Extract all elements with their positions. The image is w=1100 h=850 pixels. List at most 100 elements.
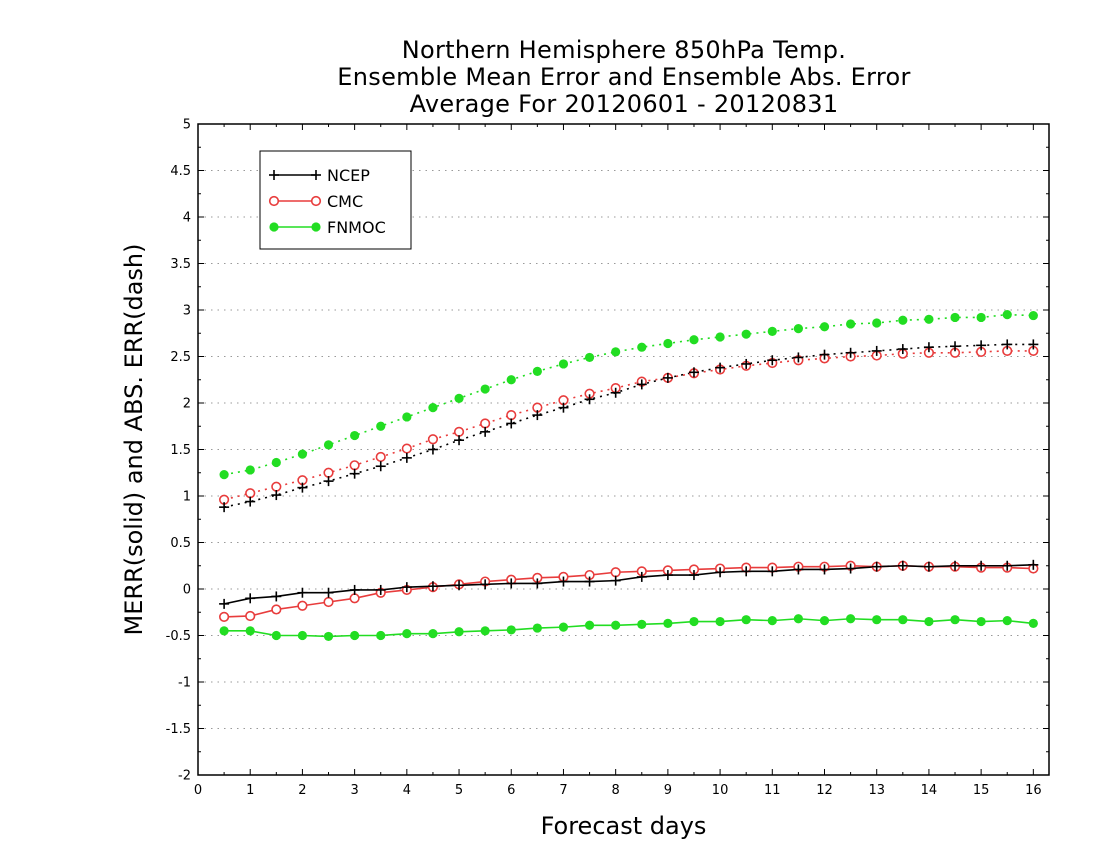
y-tick-label: 4.5 [170,164,191,179]
cmc-abs-err-point [453,426,465,437]
y-tick-label: -1 [178,676,191,691]
y-axis-label: MERR(solid) and ABS. ERR(dash) [120,244,148,636]
ncep-merr-point [323,587,334,598]
cmc-abs-err-point [375,451,386,463]
x-axis-ticks: 0 1 2 3 4 5 6 7 8 9 10 11 12 13 14 15 16 [194,124,1042,798]
legend-marker-ncep [311,170,321,180]
x-tick-label: 14 [921,783,938,798]
fnmoc-abs-err-point [402,412,412,422]
ncep-merr-point [584,576,595,587]
ncep-abs-err-point [767,355,778,366]
fnmoc-merr-point [637,619,647,629]
fnmoc-merr-point [323,631,334,642]
fnmoc-merr-point [663,618,673,629]
ncep-merr-point [871,561,882,572]
legend-marker-fnmoc [269,222,279,232]
ncep-merr-point [610,575,621,586]
ncep-abs-err-point [480,426,491,437]
fnmoc-abs-err-point [350,430,360,441]
ncep-abs-err-point [923,342,934,353]
cmc-abs-err-point [323,467,334,478]
cmc-abs-err-point [506,409,517,421]
ncep-merr-point [793,564,804,575]
fnmoc-merr-point [819,616,830,626]
fnmoc-merr-point [1028,618,1038,629]
legend-marker-cmc [268,195,280,207]
ncep-merr-point [845,563,856,574]
x-tick-label: 11 [764,783,781,798]
cmc-merr-point [349,593,360,604]
y-tick-label: 1 [183,490,191,505]
fnmoc-merr-point [219,626,229,636]
y-axis-ticks: -2 -1.5 -1 -0.5 0 0.5 1 1.5 2 2.5 3 3.5 4 4.5 5 [166,118,1049,784]
ncep-merr-point [454,580,465,591]
fnmoc-merr-point [950,615,960,625]
ncep-merr-point [1002,560,1013,571]
ncep-merr-point [636,571,647,582]
y-tick-label: 0 [183,583,191,598]
y-tick-label: -1.5 [166,722,191,737]
ncep-abs-err-line [223,343,1034,508]
y-tick-label: 3.5 [170,257,191,272]
ncep-merr-point [897,560,908,571]
fnmoc-abs-err-point [846,319,856,329]
ncep-merr-point [819,564,830,575]
ncep-abs-err-point [584,394,595,405]
ncep-merr-point [950,560,961,571]
fnmoc-merr-point [924,616,934,627]
fnmoc-abs-err-point [532,366,542,376]
cmc-abs-err-line [223,350,1034,501]
cmc-merr-point [323,596,334,608]
legend-box [259,150,412,250]
fnmoc-abs-err-point [584,352,595,363]
ncep-merr-point [715,567,726,578]
x-tick-label: 3 [350,783,358,798]
legend-label-cmc: CMC [327,192,363,211]
fnmoc-merr-point [741,615,751,625]
fnmoc-abs-err-point [611,347,621,357]
fnmoc-abs-err-line [223,313,1034,476]
fnmoc-abs-err-point [689,335,699,345]
fnmoc-merr-point [428,629,438,639]
ncep-abs-err-point [897,344,908,355]
chart-title-line-1: Northern Hemisphere 850hPa Temp. [401,36,847,64]
fnmoc-merr-point [532,623,542,633]
fnmoc-merr-point [297,630,308,641]
y-tick-label: 5 [183,118,191,133]
x-tick-label: 10 [712,783,729,798]
fnmoc-merr-point [506,625,516,635]
chart-title-line-2: Ensemble Mean Error and Ensemble Abs. Er… [337,63,911,91]
ncep-merr-point [245,593,256,604]
x-tick-label: 9 [664,783,672,798]
ncep-abs-err-point [297,482,308,493]
fnmoc-merr-point [245,626,255,636]
fnmoc-merr-point [846,614,856,624]
fnmoc-merr-point [350,630,360,641]
y-tick-label: 1.5 [170,443,191,458]
legend-marker-ncep [269,170,279,180]
ncep-abs-err-point [401,452,412,463]
cmc-abs-err-point [401,443,412,454]
y-tick-label: 2.5 [170,350,191,365]
ncep-abs-err-point [610,387,621,398]
fnmoc-merr-point [1002,616,1012,626]
fnmoc-abs-err-point [376,421,386,431]
horizontal-gridlines [198,170,1049,729]
fnmoc-merr-point [558,622,569,632]
fnmoc-abs-err-point [767,326,777,336]
y-tick-label: 4 [183,211,191,226]
ncep-abs-err-point [558,402,569,413]
ncep-abs-err-point [845,347,856,358]
chart-title-line-3: Average For 20120601 - 20120831 [409,90,839,118]
ncep-merr-point [688,570,699,581]
ncep-abs-err-point [454,435,465,446]
fnmoc-abs-err-point [245,465,255,475]
ncep-abs-err-point [375,461,386,472]
fnmoc-abs-err-point [428,403,438,413]
fnmoc-abs-err-point [271,457,281,468]
cmc-merr-point [245,610,256,622]
ncep-merr-point [558,576,569,587]
legend-label-ncep: NCEP [327,166,370,185]
legend-marker-fnmoc [311,222,321,232]
